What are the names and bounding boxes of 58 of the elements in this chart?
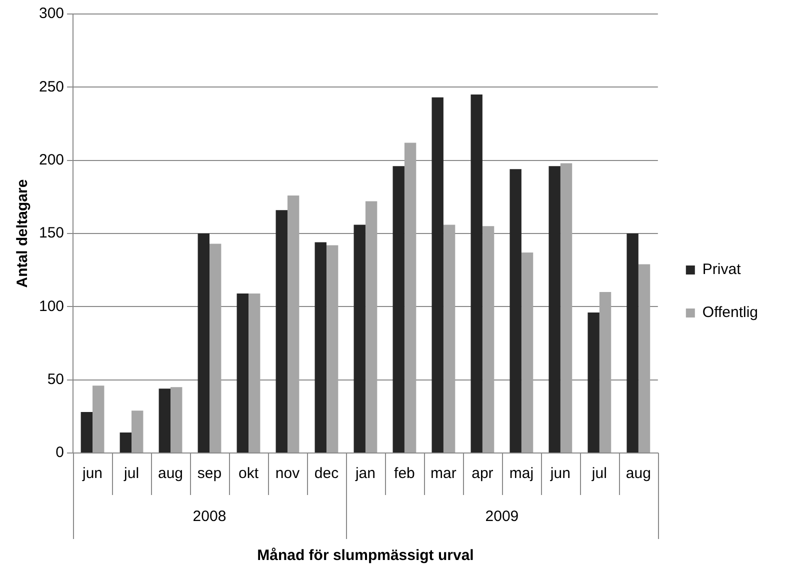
x-tick-label: aug bbox=[626, 465, 651, 482]
bar bbox=[638, 264, 650, 452]
bar bbox=[92, 386, 104, 452]
bar bbox=[314, 242, 326, 452]
bar bbox=[120, 432, 132, 452]
bar bbox=[365, 201, 378, 452]
bar bbox=[287, 195, 300, 452]
x-tick-label: maj bbox=[509, 465, 534, 482]
bar bbox=[482, 226, 494, 452]
bar bbox=[276, 210, 288, 452]
bar bbox=[510, 169, 522, 452]
y-tick-label: 200 bbox=[38, 151, 64, 168]
text: 2009 bbox=[485, 508, 519, 526]
y-tick-label: 100 bbox=[38, 298, 64, 315]
y-tick-label: 0 bbox=[56, 444, 64, 462]
bar bbox=[354, 224, 366, 452]
x-tick-label: okt bbox=[238, 465, 260, 482]
bar bbox=[170, 387, 182, 452]
y-tick-label: 300 bbox=[38, 5, 64, 22]
x-tick-label: feb bbox=[394, 465, 415, 482]
bar bbox=[158, 388, 171, 452]
y-tick-label: 250 bbox=[38, 78, 64, 96]
bar bbox=[470, 94, 482, 452]
bar bbox=[326, 245, 338, 452]
bar bbox=[443, 224, 456, 452]
bar bbox=[132, 410, 144, 452]
bar bbox=[599, 292, 612, 452]
x-axis-title: Månad för slumpmässigt urval bbox=[257, 547, 474, 564]
legend-label: Offentlig bbox=[702, 304, 758, 322]
legend-label: Privat bbox=[702, 261, 742, 278]
x-tick-label: sep bbox=[197, 465, 222, 482]
bar bbox=[432, 97, 444, 452]
x-tick-label: dec bbox=[314, 465, 340, 482]
bar bbox=[392, 166, 404, 452]
bar bbox=[80, 412, 93, 452]
x-tick-label: aug bbox=[158, 465, 184, 482]
bar bbox=[210, 244, 222, 452]
bar bbox=[626, 234, 638, 452]
x-tick-label: apr bbox=[472, 465, 494, 482]
bar bbox=[404, 142, 416, 452]
bar bbox=[548, 166, 560, 452]
x-tick-label: jul bbox=[590, 465, 607, 482]
x-tick-label: jun bbox=[549, 465, 570, 482]
x-tick-label: mar bbox=[430, 465, 456, 482]
bar bbox=[198, 234, 210, 452]
bar bbox=[521, 252, 534, 452]
bar bbox=[588, 312, 600, 452]
x-tick-label: nov bbox=[275, 465, 300, 482]
x-tick-label: jul bbox=[123, 465, 140, 482]
y-tick-label: 150 bbox=[38, 224, 64, 242]
bar bbox=[236, 293, 248, 452]
bar bbox=[248, 293, 260, 452]
y-tick-label: 50 bbox=[47, 370, 64, 388]
bar bbox=[560, 163, 572, 452]
text: 2008 bbox=[192, 508, 226, 526]
x-tick-label: jun bbox=[82, 465, 103, 482]
x-tick-label: jan bbox=[354, 465, 376, 482]
y-axis-title: Antal deltagare bbox=[14, 179, 32, 288]
